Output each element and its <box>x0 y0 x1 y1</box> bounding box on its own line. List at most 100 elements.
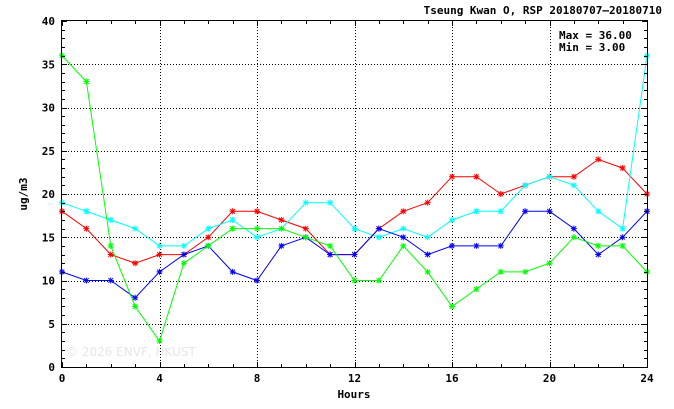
series-layer <box>59 52 650 345</box>
series-4-point <box>327 242 334 249</box>
series-4-point <box>351 277 358 284</box>
series-2-point <box>132 225 139 232</box>
series-2-point <box>546 173 553 180</box>
series-3-point <box>180 251 187 258</box>
plot-frame <box>61 20 648 368</box>
tick-marks <box>62 21 648 368</box>
series-2-point <box>570 182 577 189</box>
series-2-point <box>424 234 431 241</box>
series-4-point <box>570 234 577 241</box>
series-1-point <box>400 208 407 215</box>
series-4-point <box>302 234 309 241</box>
series-1-point <box>473 173 480 180</box>
series-3-point <box>595 251 602 258</box>
x-tick-label: 4 <box>156 372 163 385</box>
x-tick-label: 8 <box>254 372 261 385</box>
y-tick-label: 20 <box>42 188 55 201</box>
series-1-point <box>132 260 139 267</box>
series-3-point <box>132 294 139 301</box>
x-tick-label: 12 <box>348 372 361 385</box>
series-4-point <box>473 286 480 293</box>
x-tick-label: 24 <box>640 372 654 385</box>
tick-labels: 0 4 8 12 16 20 24 0 5 10 15 20 25 30 35 40 <box>42 15 654 385</box>
series-2-point <box>619 225 626 232</box>
series-1-point <box>229 208 236 215</box>
series-1-point <box>424 199 431 206</box>
series-3-point <box>375 225 382 232</box>
series-2-point <box>497 208 504 215</box>
series-1-point <box>302 225 309 232</box>
series-2-line <box>61 55 648 247</box>
series-2-point <box>83 208 90 215</box>
min-label: Min = 3.00 <box>559 41 625 54</box>
series-1-point <box>570 173 577 180</box>
series-4-point <box>522 268 529 275</box>
series-3-point <box>546 208 553 215</box>
series-3-point <box>570 225 577 232</box>
series-2-point <box>107 216 114 223</box>
series-2-point <box>595 208 602 215</box>
series-1-point <box>278 216 285 223</box>
series-1-point <box>156 251 163 258</box>
series-4-point <box>132 303 139 310</box>
series-3-point <box>473 242 480 249</box>
series-3-point <box>449 242 455 249</box>
series-4-point <box>229 225 236 232</box>
series-3-point <box>83 277 90 284</box>
series-4-point <box>107 242 114 249</box>
x-tick-label: 0 <box>59 372 66 385</box>
series-2-point <box>327 199 334 206</box>
series-3-point <box>400 234 407 241</box>
series-4-point <box>205 242 212 249</box>
series-4-point <box>400 242 407 249</box>
series-1-point <box>254 208 260 215</box>
series-2-point <box>180 242 187 249</box>
series-2-point <box>156 242 163 249</box>
series-3-point <box>424 251 431 258</box>
series-3-point <box>156 268 163 275</box>
series-2-point <box>229 216 236 223</box>
series-3-point <box>327 251 334 258</box>
series-3-point <box>619 234 626 241</box>
series-4-point <box>375 277 382 284</box>
series-4-point <box>595 242 602 249</box>
series-3-point <box>278 242 285 249</box>
series-3-point <box>229 268 236 275</box>
series-3-point <box>254 277 260 284</box>
series-2-point <box>522 182 529 189</box>
series-3-point <box>107 277 114 284</box>
series-1-point <box>449 173 455 180</box>
series-1-point <box>107 251 114 258</box>
series-3-point <box>497 242 504 249</box>
y-axis-label: ug/m3 <box>17 177 30 210</box>
series-4-line <box>61 55 648 343</box>
series-2-point <box>400 225 407 232</box>
series-4-point <box>449 303 455 310</box>
series-1-point <box>83 225 90 232</box>
series-1-point <box>205 234 212 241</box>
series-2-point <box>351 225 358 232</box>
series-4-point <box>546 260 553 267</box>
series-4-point <box>497 268 504 275</box>
y-tick-label: 10 <box>42 275 55 288</box>
watermark-text: © 2026 ENVF, HKUST <box>66 345 196 359</box>
y-tick-label: 35 <box>42 58 55 71</box>
y-tick-label: 30 <box>42 102 55 115</box>
max-label: Max = 36.00 <box>559 29 632 42</box>
series-2-point <box>375 234 382 241</box>
series-4-point <box>424 268 431 275</box>
series-3-point <box>522 208 529 215</box>
y-tick-label: 40 <box>42 15 55 28</box>
x-tick-label: 16 <box>445 372 459 385</box>
series-2-point <box>205 225 212 232</box>
series-4-point <box>156 338 163 345</box>
series-2-point <box>449 216 455 223</box>
series-1-point <box>497 191 504 197</box>
series-3-point <box>351 251 358 258</box>
series-1-point <box>619 165 626 172</box>
chart-title: Tseung Kwan O, RSP 20180707–20180710 <box>424 4 662 17</box>
series-1-point <box>595 156 602 163</box>
y-tick-label: 5 <box>48 318 55 331</box>
series-4-point <box>180 260 187 267</box>
